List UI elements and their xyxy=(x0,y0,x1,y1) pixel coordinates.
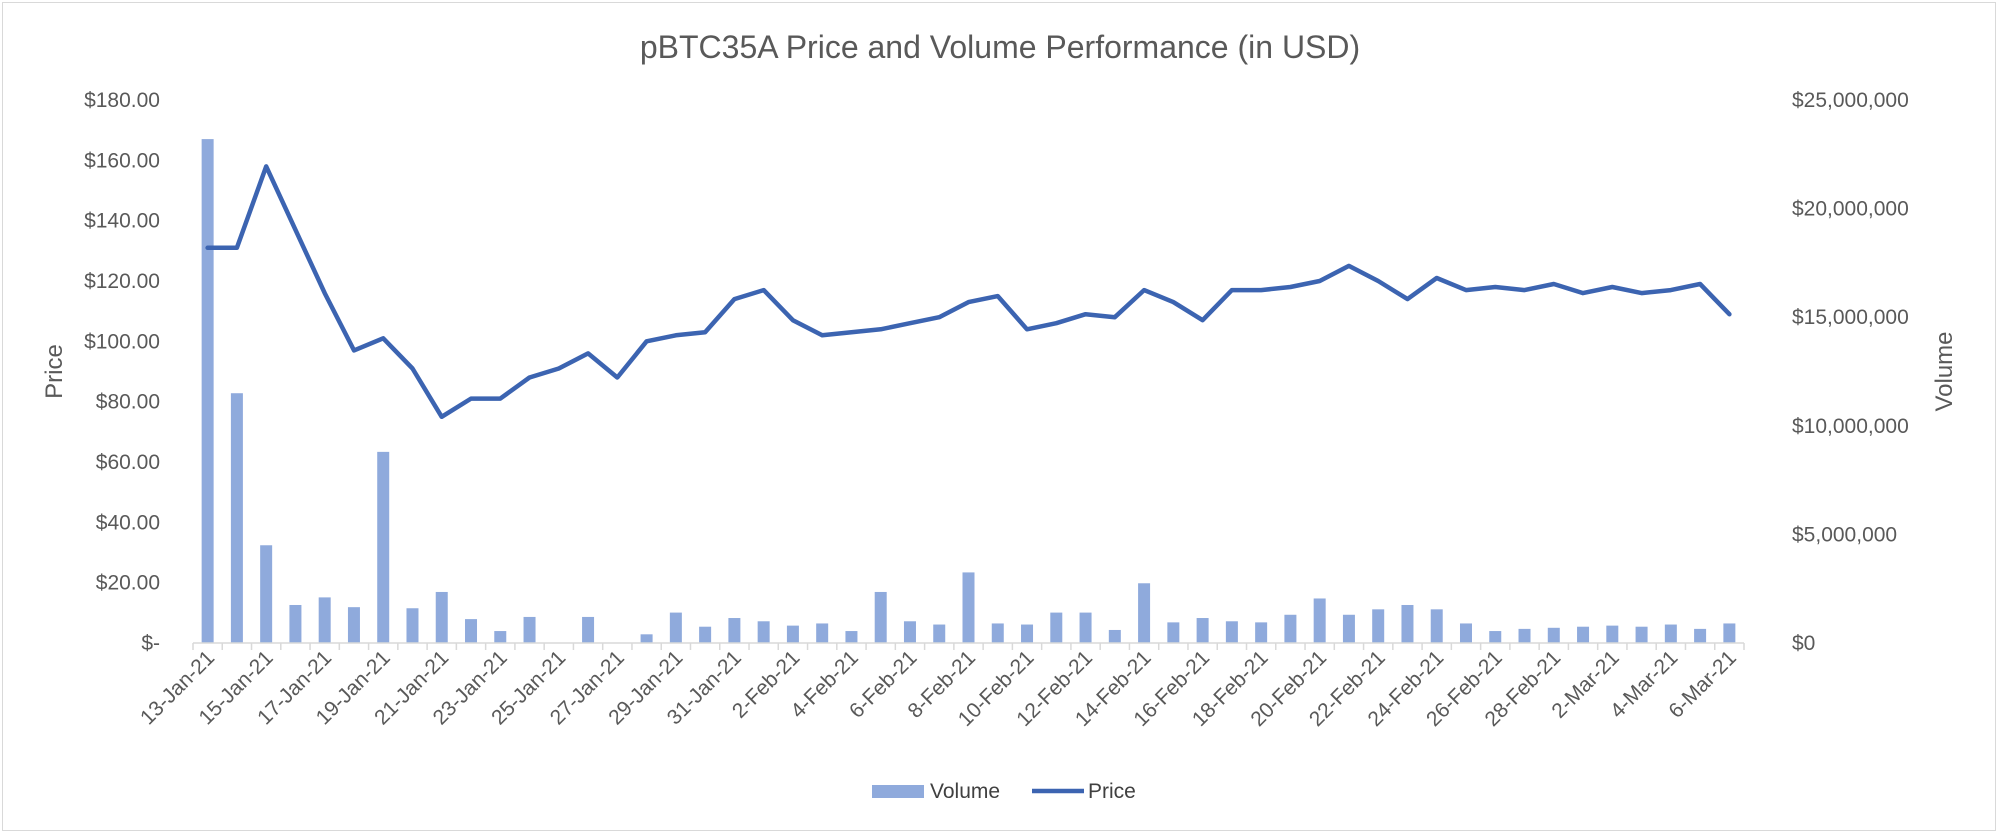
y-right-tick-label: $15,000,000 xyxy=(1792,306,1909,329)
y-left-tick-label: $160.00 xyxy=(84,149,160,172)
volume-bar xyxy=(1401,604,1414,643)
volume-bar xyxy=(1664,624,1677,643)
volume-bar xyxy=(523,616,536,643)
volume-bar xyxy=(1313,598,1326,643)
volume-bar xyxy=(991,623,1004,643)
volume-bar xyxy=(406,608,419,643)
y-left-tick-label: $120.00 xyxy=(84,270,160,293)
volume-bar xyxy=(1108,629,1121,643)
volume-bar xyxy=(201,139,214,643)
volume-bar xyxy=(962,572,975,643)
volume-bar xyxy=(1196,618,1209,643)
legend-volume-swatch xyxy=(872,785,924,798)
volume-bar xyxy=(494,631,507,643)
volume-bar xyxy=(640,634,653,643)
volume-bar xyxy=(1577,626,1590,643)
volume-bar xyxy=(1284,614,1297,643)
volume-bar xyxy=(1547,627,1560,643)
volume-bar xyxy=(933,624,946,643)
volume-bar xyxy=(786,625,799,643)
volume-bar xyxy=(1138,583,1151,643)
y-left-tick-label: $100.00 xyxy=(84,330,160,353)
volume-bar xyxy=(816,623,829,643)
y-right-tick-label: $20,000,000 xyxy=(1792,198,1909,221)
volume-bar xyxy=(230,393,243,643)
price-line xyxy=(205,164,1732,420)
volume-bar xyxy=(1342,614,1355,643)
volume-bar xyxy=(1694,628,1707,643)
volume-bar xyxy=(874,591,887,643)
volume-bar xyxy=(1167,622,1180,643)
y-right-tick-label: $25,000,000 xyxy=(1792,89,1909,112)
volume-bar xyxy=(1372,609,1385,643)
volume-bar xyxy=(757,621,770,643)
y-right-tick-label: $10,000,000 xyxy=(1792,415,1909,438)
volume-bar xyxy=(669,612,682,643)
volume-bar xyxy=(1255,622,1268,643)
volume-bar xyxy=(728,618,741,643)
legend-price-label: Price xyxy=(1088,780,1136,803)
y-right-tick-label: $0 xyxy=(1792,632,1815,655)
volume-bar xyxy=(289,604,302,643)
y-right-axis-title: Volume xyxy=(1931,331,1958,411)
y-left-tick-label: $180.00 xyxy=(84,89,160,112)
volume-bar xyxy=(1489,631,1502,643)
volume-bar xyxy=(1518,628,1531,643)
volume-bar xyxy=(377,451,390,643)
y-left-tick-label: $40.00 xyxy=(96,511,160,534)
volume-bar xyxy=(465,619,478,643)
volume-bar xyxy=(1635,626,1648,643)
y-right-tick-label: $5,000,000 xyxy=(1792,523,1897,546)
volume-bar xyxy=(1225,621,1238,643)
volume-bar xyxy=(845,631,858,643)
y-left-tick-label: $80.00 xyxy=(96,391,160,414)
volume-bar xyxy=(903,621,916,643)
volume-bar xyxy=(1459,623,1472,643)
volume-bar xyxy=(347,607,360,643)
volume-bar xyxy=(1606,625,1619,643)
legend-volume-label: Volume xyxy=(930,780,1000,803)
y-left-tick-label: $60.00 xyxy=(96,451,160,474)
volume-bar xyxy=(582,616,595,643)
volume-bar xyxy=(318,597,331,643)
volume-bar xyxy=(1430,609,1443,643)
volume-bar xyxy=(435,591,448,643)
y-left-tick-label: $20.00 xyxy=(96,572,160,595)
volume-bar xyxy=(699,626,712,643)
y-left-tick-label: $140.00 xyxy=(84,210,160,233)
volume-bar xyxy=(260,545,273,643)
y-left-tick-label: $- xyxy=(141,632,160,655)
volume-bar xyxy=(1079,612,1092,643)
volume-bar xyxy=(1050,612,1063,643)
volume-bar xyxy=(1723,623,1736,643)
y-left-axis-title: Price xyxy=(41,344,68,399)
chart-title: pBTC35A Price and Volume Performance (in… xyxy=(640,29,1360,65)
volume-bar xyxy=(1021,624,1034,643)
